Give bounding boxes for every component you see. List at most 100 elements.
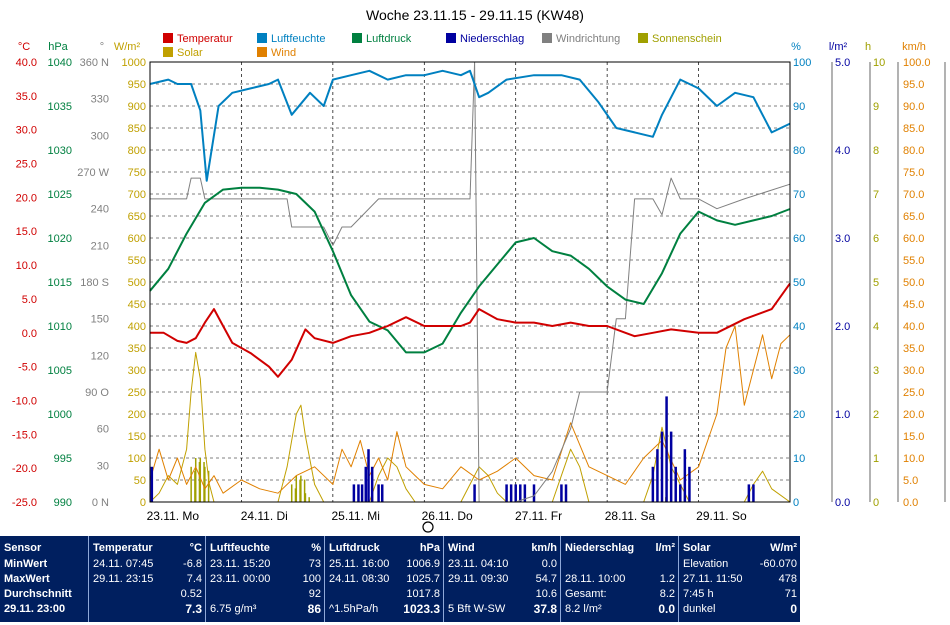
tick-solar: 1000 <box>122 57 146 69</box>
tick-direction: 270 W <box>77 167 109 179</box>
stats-row: 7.3 <box>89 602 206 616</box>
tick-solar: 750 <box>128 167 146 179</box>
tick-sunhours: 9 <box>873 101 879 113</box>
stats-header: Wind km/h <box>444 541 561 555</box>
tick-wind: 15.0 <box>903 431 924 443</box>
tick-solar: 100 <box>128 453 146 465</box>
stats-value: 0.52 <box>180 588 202 600</box>
stats-label: 24.11. 07:45 <box>93 558 154 570</box>
stats-row: 92 <box>206 587 325 601</box>
tick-wind: 65.0 <box>903 211 924 223</box>
bar-sonnenschein <box>300 475 302 502</box>
tick-pressure: 1020 <box>48 233 72 245</box>
stats-row: 29.11. 23:15 7.4 <box>89 572 206 586</box>
tick-temp: 5.0 <box>22 294 37 306</box>
stats-label: 24.11. 08:30 <box>329 573 390 585</box>
axis-unit-solar: W/m² <box>114 41 141 53</box>
stats-header-unit: l/m² <box>655 542 675 554</box>
x-tick-label: 28.11. Sa <box>605 509 656 523</box>
stats-row: Durchschnitt <box>0 587 88 601</box>
legend-swatch <box>257 47 267 57</box>
bar-niederschlag <box>473 484 476 502</box>
tick-pressure: 1015 <box>48 277 72 289</box>
tick-direction: 240 <box>91 204 109 216</box>
tick-sunhours: 5 <box>873 277 879 289</box>
tick-solar: 500 <box>128 277 146 289</box>
tick-direction: 300 <box>91 130 109 142</box>
tick-pressure: 1010 <box>48 321 72 333</box>
stats-header-unit: % <box>311 542 321 554</box>
stats-value: 1025.7 <box>406 573 440 585</box>
stats-header-title: Solar <box>683 542 711 554</box>
x-tick-label: 26.11. Do <box>422 509 473 523</box>
tick-solar: 300 <box>128 365 146 377</box>
chart-title: Woche 23.11.15 - 29.11.15 (KW48) <box>366 7 584 23</box>
stats-header-unit: °C <box>189 542 202 554</box>
tick-pressure: 995 <box>54 453 72 465</box>
stats-column: Luftfeuchte% 23.11. 15:20 73 23.11. 00:00 10… <box>205 536 325 622</box>
tick-sunhours: 2 <box>873 409 879 421</box>
stats-row: 8.2 l/m² 0.0 <box>561 602 679 616</box>
tick-humidity: 70 <box>793 189 805 201</box>
bar-sonnenschein <box>299 479 301 502</box>
tick-sunhours: 6 <box>873 233 879 245</box>
legend-label-7: Wind <box>271 47 296 59</box>
legend-swatch <box>257 33 267 43</box>
x-axis: 23.11. Mo 24.11. Di 25.11. Mi 26.11. Do 27.1… <box>147 509 747 523</box>
tick-humidity: 40 <box>793 321 805 333</box>
chart-series <box>149 61 791 503</box>
tick-wind: 70.0 <box>903 189 924 201</box>
stats-label: dunkel <box>683 603 716 615</box>
bar-niederschlag <box>679 484 682 502</box>
tick-temp: -25.0 <box>12 497 37 509</box>
stats-label: 25.11. 16:00 <box>329 558 390 570</box>
legend-label-5: Sonnenschein <box>652 33 722 45</box>
bar-niederschlag <box>523 484 527 502</box>
scroll-handle-icon[interactable] <box>422 521 434 533</box>
stats-header: Sensor <box>0 541 88 555</box>
tick-direction: 30 <box>97 460 109 472</box>
stats-header-title: Sensor <box>4 542 42 554</box>
legend-swatch <box>352 33 362 43</box>
tick-direction: 180 S <box>80 277 109 289</box>
tick-direction: 210 <box>91 240 109 252</box>
bar-sonnenschein <box>203 462 205 502</box>
chart-legend: Temperatur Luftfeuchte Luftdruck Niederschl… <box>163 33 722 59</box>
tick-wind: 75.0 <box>903 167 924 179</box>
tick-direction: 90 O <box>85 387 109 399</box>
stats-label: Durchschnitt <box>4 588 72 600</box>
legend-label-6: Solar <box>177 47 203 59</box>
tick-wind: 90.0 <box>903 101 924 113</box>
bar-niederschlag <box>532 484 536 502</box>
tick-humidity: 30 <box>793 365 805 377</box>
stats-label: Elevation <box>683 558 729 570</box>
tick-solar: 950 <box>128 79 146 91</box>
x-tick-label: 29.11. So <box>696 509 747 523</box>
stats-row: 23.11. 15:20 73 <box>206 557 325 571</box>
bar-niederschlag <box>560 484 563 502</box>
tick-wind: 35.0 <box>903 343 924 355</box>
bar-niederschlag <box>514 484 517 502</box>
bar-sonnenschein <box>204 466 206 502</box>
legend-label-3: Niederschlag <box>460 33 524 45</box>
stats-column: Luftdruck hPa 25.11. 16:00 1006.9 24.11. 08:… <box>324 536 444 622</box>
tick-wind: 5.0 <box>903 475 918 487</box>
stats-value: 86 <box>307 602 321 616</box>
stats-row: 25.11. 16:00 1006.9 <box>325 557 444 571</box>
stats-label: 23.11. 00:00 <box>210 573 271 585</box>
stats-row: 29.11. 09:30 54.7 <box>444 572 561 586</box>
tick-humidity: 10 <box>793 453 805 465</box>
tick-direction: 120 <box>91 350 109 362</box>
stats-value: -6.8 <box>183 558 202 570</box>
tick-rain: 0.0 <box>835 497 850 509</box>
bar-sonnenschein <box>304 493 307 502</box>
tick-wind: 95.0 <box>903 79 924 91</box>
stats-header: Solar W/m² <box>679 541 801 555</box>
tick-humidity: 0 <box>793 497 799 509</box>
stats-row: MaxWert <box>0 572 88 586</box>
stats-value: 73 <box>308 558 321 570</box>
tick-temp: -10.0 <box>12 395 37 407</box>
tick-pressure: 990 <box>54 497 72 509</box>
tick-wind: 25.0 <box>903 387 924 399</box>
stats-value: 7.3 <box>185 602 202 616</box>
